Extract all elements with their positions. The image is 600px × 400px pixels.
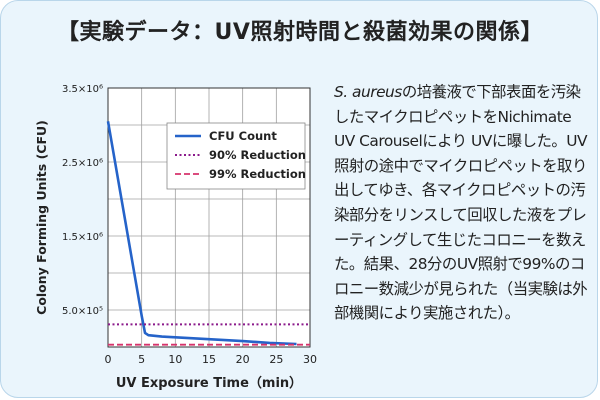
y-tick-label: 5.0×10⁵ — [62, 306, 103, 317]
legend-label: 90% Reduction — [209, 148, 306, 162]
y-axis-label: Colony Forming Units (CFU) — [34, 120, 49, 315]
y-tick-label: 3.5×10⁶ — [62, 84, 103, 95]
x-tick-label: 0 — [105, 353, 112, 366]
description-body: の培養液で下部表面を汚染したマイクロピペットをNichimate UV Caro… — [334, 83, 588, 323]
description-text: S. aureusの培養液で下部表面を汚染したマイクロピペットをNichimat… — [334, 80, 590, 326]
page-title: 【実験データ：UV照射時間と殺菌効果の関係】 — [57, 20, 543, 45]
plot-frame — [107, 87, 311, 348]
organism-name: S. aureus — [334, 83, 402, 101]
x-tick-label: 15 — [202, 353, 216, 366]
cfu-chart: 0 5 10 15 20 25 30 5.0×10⁵ 1.5×10⁶ 2.5×10⁶ 3.5×10⁶… — [34, 84, 317, 390]
y-tick-label: 2.5×10⁶ — [62, 158, 103, 169]
x-tick-label: 5 — [138, 353, 145, 366]
y-tick-label: 1.5×10⁶ — [62, 232, 103, 243]
x-tick-label: 25 — [269, 353, 283, 366]
legend-label: CFU Count — [209, 129, 277, 143]
chart-container: 0 5 10 15 20 25 30 5.0×10⁵ 1.5×10⁶ 2.5×10⁶ 3.5×10⁶… — [0, 70, 330, 390]
x-axis-label: UV Exposure Time（min） — [116, 375, 302, 390]
x-tick-label: 10 — [168, 353, 182, 366]
series-line-cfu-count — [106, 121, 297, 346]
legend-label: 99% Reduction — [209, 167, 306, 181]
x-tick-label: 20 — [236, 353, 250, 366]
x-tick-label: 30 — [303, 353, 317, 366]
